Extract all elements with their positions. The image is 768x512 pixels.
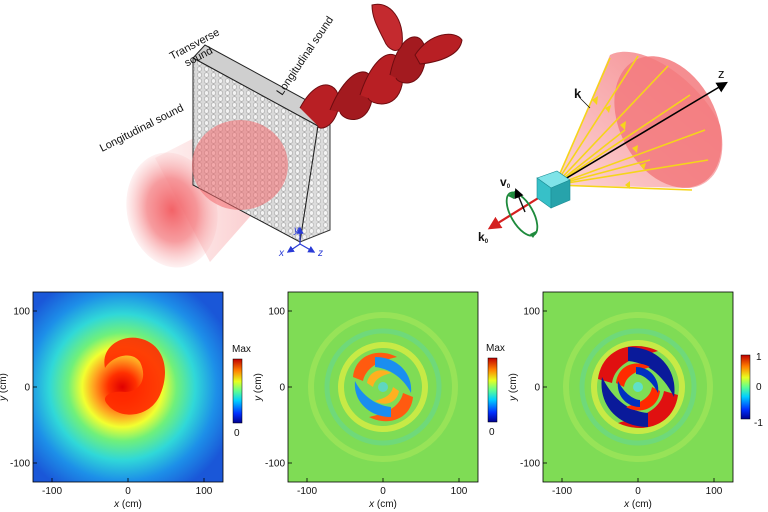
y-tick-label: 100 xyxy=(13,307,30,318)
y-tick-label: -100 xyxy=(265,459,285,470)
panel-intensity: Max 0 xyxy=(32,291,251,483)
y-tick-label: -100 xyxy=(10,459,30,470)
x-tick-label: -100 xyxy=(297,486,317,497)
x-tick-label: 0 xyxy=(635,486,641,497)
y-axis-label: y (cm) xyxy=(253,373,264,402)
x-tick-label: 100 xyxy=(451,486,468,497)
x-tick-label: 100 xyxy=(706,486,723,497)
y-tick-label: 100 xyxy=(523,307,540,318)
helical-wave xyxy=(299,3,463,129)
panel-3-colorbar: 1 0 -1 xyxy=(740,352,763,429)
x-axis-label: x (cm) xyxy=(113,499,142,510)
y-axis-label: y (cm) xyxy=(0,373,9,402)
panel-2-pattern xyxy=(308,312,458,462)
axis-x-letter: x xyxy=(278,248,285,259)
panel-1-colorbar-bottom: 0 xyxy=(234,428,240,439)
cone-rim xyxy=(614,56,722,188)
k-pointer-line xyxy=(579,97,591,109)
rotation-arrowhead-bottom xyxy=(530,230,538,238)
panel-2-colorbar-bottom: 0 xyxy=(489,427,495,438)
panel-2-colorbar-top: Max xyxy=(486,343,505,354)
panel-1-colorbar-top: Max xyxy=(232,344,251,355)
k0-label: k0 xyxy=(478,230,489,245)
x-axis-label: x (cm) xyxy=(623,499,652,510)
x-axis-label: x (cm) xyxy=(368,499,397,510)
z-axis-label: z xyxy=(718,66,725,81)
metasurface-diagram: Transverse sound Longitudinal sound Long… xyxy=(98,3,463,268)
axes-triad: y x z xyxy=(278,225,323,259)
axis-z-letter: z xyxy=(317,248,323,259)
y-tick-label: 100 xyxy=(268,307,285,318)
panel-3-colorbar-bottom: -1 xyxy=(754,418,763,429)
x-tick-label: -100 xyxy=(552,486,572,497)
x-tick-label: 100 xyxy=(196,486,213,497)
z-axis-arrow xyxy=(554,81,728,186)
y-tick-label: 0 xyxy=(534,383,540,394)
source-cube xyxy=(536,170,571,209)
panel-field-real: Max 0 xyxy=(287,291,505,483)
panel-3-colorbar-top: 1 xyxy=(756,352,762,363)
rotation-arrowhead-top xyxy=(508,190,516,199)
y-tick-label: 0 xyxy=(24,383,30,394)
y-tick-label: -100 xyxy=(520,459,540,470)
ray-arrowheads xyxy=(592,96,646,189)
panel-axes: -100 0 100 100 0 -100 x (cm) y (cm) -100 0 100 100 0… xyxy=(0,307,723,511)
k-label: k xyxy=(574,86,582,101)
panel-field-normalized: 1 0 -1 xyxy=(542,291,763,483)
y-axis-label: y (cm) xyxy=(508,373,519,402)
x-tick-label: 0 xyxy=(380,486,386,497)
cone-diagram: z k v0 k0 xyxy=(478,51,728,245)
v0-label: v0 xyxy=(500,175,511,190)
x-tick-label: 0 xyxy=(125,486,131,497)
panel-3-colorbar-mid: 0 xyxy=(756,382,762,393)
v0-arrow xyxy=(514,188,526,213)
panel-1-hot-core xyxy=(104,337,165,415)
panel-3-pattern xyxy=(563,312,713,462)
panel-1-colorbar: Max 0 xyxy=(232,344,251,439)
axis-y-letter: y xyxy=(293,225,300,236)
x-tick-label: -100 xyxy=(42,486,62,497)
cone-rays xyxy=(554,55,709,191)
longitudinal-left-label: Longitudinal sound xyxy=(98,102,186,155)
beam-spot-on-slab xyxy=(192,120,288,210)
y-tick-label: 0 xyxy=(279,383,285,394)
panel-1-map-bg xyxy=(33,292,223,482)
panel-2-colorbar: Max 0 xyxy=(486,343,505,438)
